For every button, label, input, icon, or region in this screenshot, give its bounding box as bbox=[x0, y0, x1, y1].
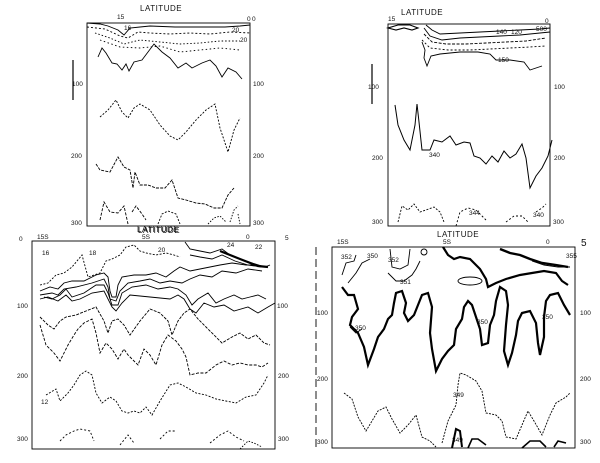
contour-label: 500 bbox=[536, 26, 547, 33]
y-tick-right: 100 bbox=[580, 310, 591, 317]
x-tick: 15 bbox=[388, 16, 396, 23]
contour-plot bbox=[371, 23, 553, 227]
y-tick-right: 200 bbox=[554, 155, 565, 162]
y-tick-left: 200 bbox=[372, 155, 383, 162]
y-tick-left: 200 bbox=[71, 153, 82, 160]
contour-label: 16 bbox=[124, 25, 132, 32]
y-tick-left: 200 bbox=[17, 373, 28, 380]
x-tick: 15 bbox=[117, 14, 125, 21]
contour-label: 140 bbox=[496, 29, 507, 36]
panel-title: LATITUDE bbox=[401, 8, 444, 17]
x-tick: 15S bbox=[37, 234, 49, 241]
panel-title: LATITUDE bbox=[437, 230, 480, 239]
x-tick: 5S bbox=[142, 234, 150, 241]
contour-label: 150 bbox=[498, 57, 509, 64]
x-tick: 5 bbox=[285, 235, 289, 242]
panel-bottom-right: LATITUDE 15S 5S 0 5 100 200 300 100 200 … bbox=[300, 225, 600, 463]
panel-title: LATITUDE bbox=[140, 4, 183, 13]
contour-label: 340 bbox=[429, 152, 440, 159]
contour-label: 349 bbox=[453, 392, 464, 399]
y-tick-right: 100 bbox=[277, 303, 288, 310]
y-tick-left: 200 bbox=[317, 376, 328, 383]
contour-label: 344 bbox=[469, 210, 480, 217]
y-tick-left: 300 bbox=[372, 219, 383, 226]
contour-label: 350 bbox=[542, 314, 553, 321]
contour-label: 24 bbox=[227, 242, 235, 249]
panel-bottom-left: LATITUDE 15S 5S 0 5 0 100 200 300 100 20… bbox=[0, 225, 300, 463]
y-tick-left: 300 bbox=[317, 439, 328, 446]
contour-label: 351 bbox=[400, 279, 411, 286]
y-tick-right: 200 bbox=[278, 373, 289, 380]
contour-label: 20 bbox=[158, 247, 166, 254]
contour-label: 350 bbox=[367, 253, 378, 260]
y-tick-left: 100 bbox=[317, 310, 328, 317]
contour-label: 349 bbox=[452, 437, 463, 444]
y-tick-left: 300 bbox=[71, 220, 82, 227]
contour-label: 20 bbox=[240, 37, 248, 44]
panel-top-right: LATITUDE 15 0 100 200 300 100 200 300 15… bbox=[300, 0, 600, 232]
y-tick-right: 300 bbox=[553, 219, 564, 226]
contour-plot bbox=[31, 240, 276, 450]
x-tick: 5S bbox=[443, 239, 451, 246]
contour-plot bbox=[72, 22, 251, 227]
contour-label: 340 bbox=[533, 212, 544, 219]
y-tick-right: 0 bbox=[252, 16, 256, 23]
x-tick: 0 bbox=[546, 239, 550, 246]
y-tick-right: 100 bbox=[253, 81, 264, 88]
y-tick-right: 100 bbox=[554, 84, 565, 91]
panel-bottom-title: LATITUDE bbox=[138, 226, 181, 235]
y-tick-right: 200 bbox=[580, 376, 591, 383]
contour-label: 12 bbox=[41, 399, 49, 406]
y-tick-right: 200 bbox=[253, 153, 264, 160]
contour-label: 18 bbox=[89, 250, 97, 257]
y-tick-left: 300 bbox=[17, 436, 28, 443]
x-tick: 0 bbox=[247, 16, 251, 23]
x-tick: 0 bbox=[246, 234, 250, 241]
contour-label: 350 bbox=[477, 319, 488, 326]
contour-label: 350 bbox=[355, 325, 366, 332]
contour-label: 22 bbox=[255, 244, 263, 251]
contour-label: 355 bbox=[566, 253, 577, 260]
y-tick-left: 100 bbox=[368, 84, 379, 91]
x-tick: 15S bbox=[337, 239, 349, 246]
contour-label: 16 bbox=[42, 250, 50, 257]
y-tick-right: 300 bbox=[253, 220, 264, 227]
contour-label: 20 bbox=[232, 27, 240, 34]
panel-top-left: LATITUDE 15 0 100 200 300 0 100 200 300 … bbox=[0, 0, 300, 235]
x-tick: 0 bbox=[545, 18, 549, 25]
y-tick-right: 300 bbox=[278, 436, 289, 443]
y-tick-left: 0 bbox=[19, 236, 23, 243]
contour-plot bbox=[315, 246, 576, 449]
panel-title: LATITUDE bbox=[137, 225, 180, 234]
contour-label: 352 bbox=[341, 254, 352, 261]
y-tick-left: 100 bbox=[17, 303, 28, 310]
y-tick-right: 300 bbox=[580, 439, 591, 446]
x-tick: 5 bbox=[581, 238, 587, 249]
contour-label: 120 bbox=[511, 29, 522, 36]
contour-label: 352 bbox=[388, 257, 399, 264]
y-tick-left: 100 bbox=[72, 81, 83, 88]
